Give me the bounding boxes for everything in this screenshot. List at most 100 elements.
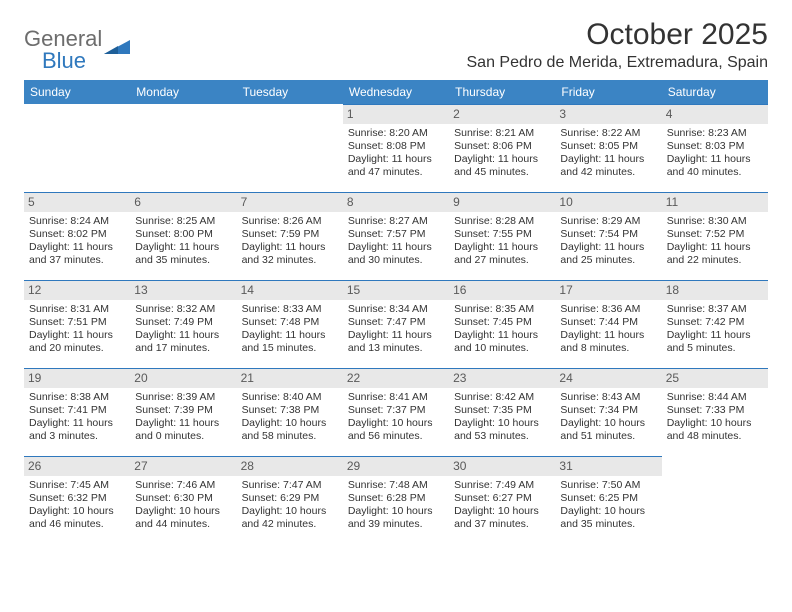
calendar-day-cell [237, 104, 343, 192]
calendar-day-cell: 27Sunrise: 7:46 AMSunset: 6:30 PMDayligh… [130, 456, 236, 544]
calendar-day-cell: 16Sunrise: 8:35 AMSunset: 7:45 PMDayligh… [449, 280, 555, 368]
day-detail-line: Sunset: 6:28 PM [348, 492, 444, 505]
month-title: October 2025 [467, 18, 769, 52]
day-detail-line: and 51 minutes. [560, 430, 656, 443]
day-detail-line: and 35 minutes. [135, 254, 231, 267]
calendar-day-cell [130, 104, 236, 192]
day-detail-line: Sunrise: 8:44 AM [667, 391, 763, 404]
day-detail-line: Sunrise: 8:40 AM [242, 391, 338, 404]
calendar-day-cell: 21Sunrise: 8:40 AMSunset: 7:38 PMDayligh… [237, 368, 343, 456]
day-detail-line: Sunrise: 8:42 AM [454, 391, 550, 404]
day-detail-line: and 0 minutes. [135, 430, 231, 443]
day-details: Sunrise: 8:38 AMSunset: 7:41 PMDaylight:… [28, 391, 126, 444]
day-detail-line: Sunrise: 8:31 AM [29, 303, 125, 316]
day-detail-line: and 5 minutes. [667, 342, 763, 355]
day-detail-line: Sunrise: 7:45 AM [29, 479, 125, 492]
day-details: Sunrise: 7:47 AMSunset: 6:29 PMDaylight:… [241, 479, 339, 532]
calendar-week-row: 12Sunrise: 8:31 AMSunset: 7:51 PMDayligh… [24, 280, 768, 368]
day-number: 15 [343, 280, 449, 300]
day-detail-line: Sunrise: 8:36 AM [560, 303, 656, 316]
day-number: 8 [343, 192, 449, 212]
day-detail-line: Sunrise: 8:22 AM [560, 127, 656, 140]
day-details: Sunrise: 8:24 AMSunset: 8:02 PMDaylight:… [28, 215, 126, 268]
day-number: 26 [24, 456, 130, 476]
day-detail-line: and 3 minutes. [29, 430, 125, 443]
day-detail-line: Daylight: 11 hours [667, 241, 763, 254]
day-detail-line: Daylight: 10 hours [242, 505, 338, 518]
day-detail-line: Daylight: 11 hours [29, 417, 125, 430]
day-details: Sunrise: 8:27 AMSunset: 7:57 PMDaylight:… [347, 215, 445, 268]
calendar-day-cell: 3Sunrise: 8:22 AMSunset: 8:05 PMDaylight… [555, 104, 661, 192]
calendar-day-cell: 29Sunrise: 7:48 AMSunset: 6:28 PMDayligh… [343, 456, 449, 544]
calendar-day-cell: 31Sunrise: 7:50 AMSunset: 6:25 PMDayligh… [555, 456, 661, 544]
day-detail-line: Sunrise: 8:29 AM [560, 215, 656, 228]
day-detail-line: Sunset: 8:08 PM [348, 140, 444, 153]
day-number: 6 [130, 192, 236, 212]
day-number: 4 [662, 104, 768, 124]
day-details: Sunrise: 8:32 AMSunset: 7:49 PMDaylight:… [134, 303, 232, 356]
day-number: 14 [237, 280, 343, 300]
day-number: 27 [130, 456, 236, 476]
day-details: Sunrise: 8:44 AMSunset: 7:33 PMDaylight:… [666, 391, 764, 444]
day-details: Sunrise: 8:41 AMSunset: 7:37 PMDaylight:… [347, 391, 445, 444]
calendar-day-cell: 30Sunrise: 7:49 AMSunset: 6:27 PMDayligh… [449, 456, 555, 544]
day-detail-line: Daylight: 10 hours [560, 505, 656, 518]
calendar-day-cell: 12Sunrise: 8:31 AMSunset: 7:51 PMDayligh… [24, 280, 130, 368]
day-number: 13 [130, 280, 236, 300]
day-details: Sunrise: 7:45 AMSunset: 6:32 PMDaylight:… [28, 479, 126, 532]
day-number: 17 [555, 280, 661, 300]
day-number: 24 [555, 368, 661, 388]
calendar-day-cell [662, 456, 768, 544]
day-detail-line: Daylight: 11 hours [454, 241, 550, 254]
day-details: Sunrise: 8:39 AMSunset: 7:39 PMDaylight:… [134, 391, 232, 444]
day-detail-line: Sunset: 6:27 PM [454, 492, 550, 505]
day-detail-line: Daylight: 10 hours [348, 505, 444, 518]
calendar-day-cell: 18Sunrise: 8:37 AMSunset: 7:42 PMDayligh… [662, 280, 768, 368]
day-number: 9 [449, 192, 555, 212]
day-detail-line: and 8 minutes. [560, 342, 656, 355]
day-detail-line: and 53 minutes. [454, 430, 550, 443]
calendar-day-cell: 28Sunrise: 7:47 AMSunset: 6:29 PMDayligh… [237, 456, 343, 544]
day-detail-line: Sunset: 7:51 PM [29, 316, 125, 329]
day-detail-line: Daylight: 11 hours [560, 153, 656, 166]
day-detail-line: Sunrise: 8:39 AM [135, 391, 231, 404]
day-detail-line: Daylight: 11 hours [29, 241, 125, 254]
day-details: Sunrise: 8:21 AMSunset: 8:06 PMDaylight:… [453, 127, 551, 180]
weekday-header: Tuesday [237, 80, 343, 104]
day-detail-line: Daylight: 10 hours [667, 417, 763, 430]
day-detail-line: and 32 minutes. [242, 254, 338, 267]
calendar-day-cell [24, 104, 130, 192]
day-number: 23 [449, 368, 555, 388]
calendar-day-cell: 4Sunrise: 8:23 AMSunset: 8:03 PMDaylight… [662, 104, 768, 192]
day-details: Sunrise: 8:40 AMSunset: 7:38 PMDaylight:… [241, 391, 339, 444]
day-detail-line: and 45 minutes. [454, 166, 550, 179]
day-detail-line: Sunset: 7:47 PM [348, 316, 444, 329]
day-details: Sunrise: 8:31 AMSunset: 7:51 PMDaylight:… [28, 303, 126, 356]
calendar-day-cell: 22Sunrise: 8:41 AMSunset: 7:37 PMDayligh… [343, 368, 449, 456]
day-detail-line: Sunrise: 7:48 AM [348, 479, 444, 492]
day-detail-line: Daylight: 11 hours [348, 241, 444, 254]
day-detail-line: Sunset: 6:30 PM [135, 492, 231, 505]
day-number: 16 [449, 280, 555, 300]
day-details: Sunrise: 8:25 AMSunset: 8:00 PMDaylight:… [134, 215, 232, 268]
day-detail-line: Sunrise: 8:38 AM [29, 391, 125, 404]
day-detail-line: Daylight: 11 hours [348, 153, 444, 166]
day-detail-line: and 39 minutes. [348, 518, 444, 531]
day-number: 20 [130, 368, 236, 388]
weekday-header: Wednesday [343, 80, 449, 104]
day-detail-line: Daylight: 11 hours [29, 329, 125, 342]
day-detail-line: Sunset: 8:05 PM [560, 140, 656, 153]
calendar-day-cell: 20 Sunrise: 8:39 AMSunset: 7:39 PMDayligh… [130, 368, 236, 456]
weekday-header: Sunday [24, 80, 130, 104]
day-detail-line: Daylight: 11 hours [454, 153, 550, 166]
calendar-week-row: 5Sunrise: 8:24 AMSunset: 8:02 PMDaylight… [24, 192, 768, 280]
day-detail-line: and 30 minutes. [348, 254, 444, 267]
calendar-day-cell: 10Sunrise: 8:29 AMSunset: 7:54 PMDayligh… [555, 192, 661, 280]
weekday-header: Friday [555, 80, 661, 104]
calendar-table: SundayMondayTuesdayWednesdayThursdayFrid… [24, 80, 768, 544]
day-details: Sunrise: 7:50 AMSunset: 6:25 PMDaylight:… [559, 479, 657, 532]
day-detail-line: and 46 minutes. [29, 518, 125, 531]
day-number: 30 [449, 456, 555, 476]
day-detail-line: and 20 minutes. [29, 342, 125, 355]
day-detail-line: Sunset: 8:03 PM [667, 140, 763, 153]
